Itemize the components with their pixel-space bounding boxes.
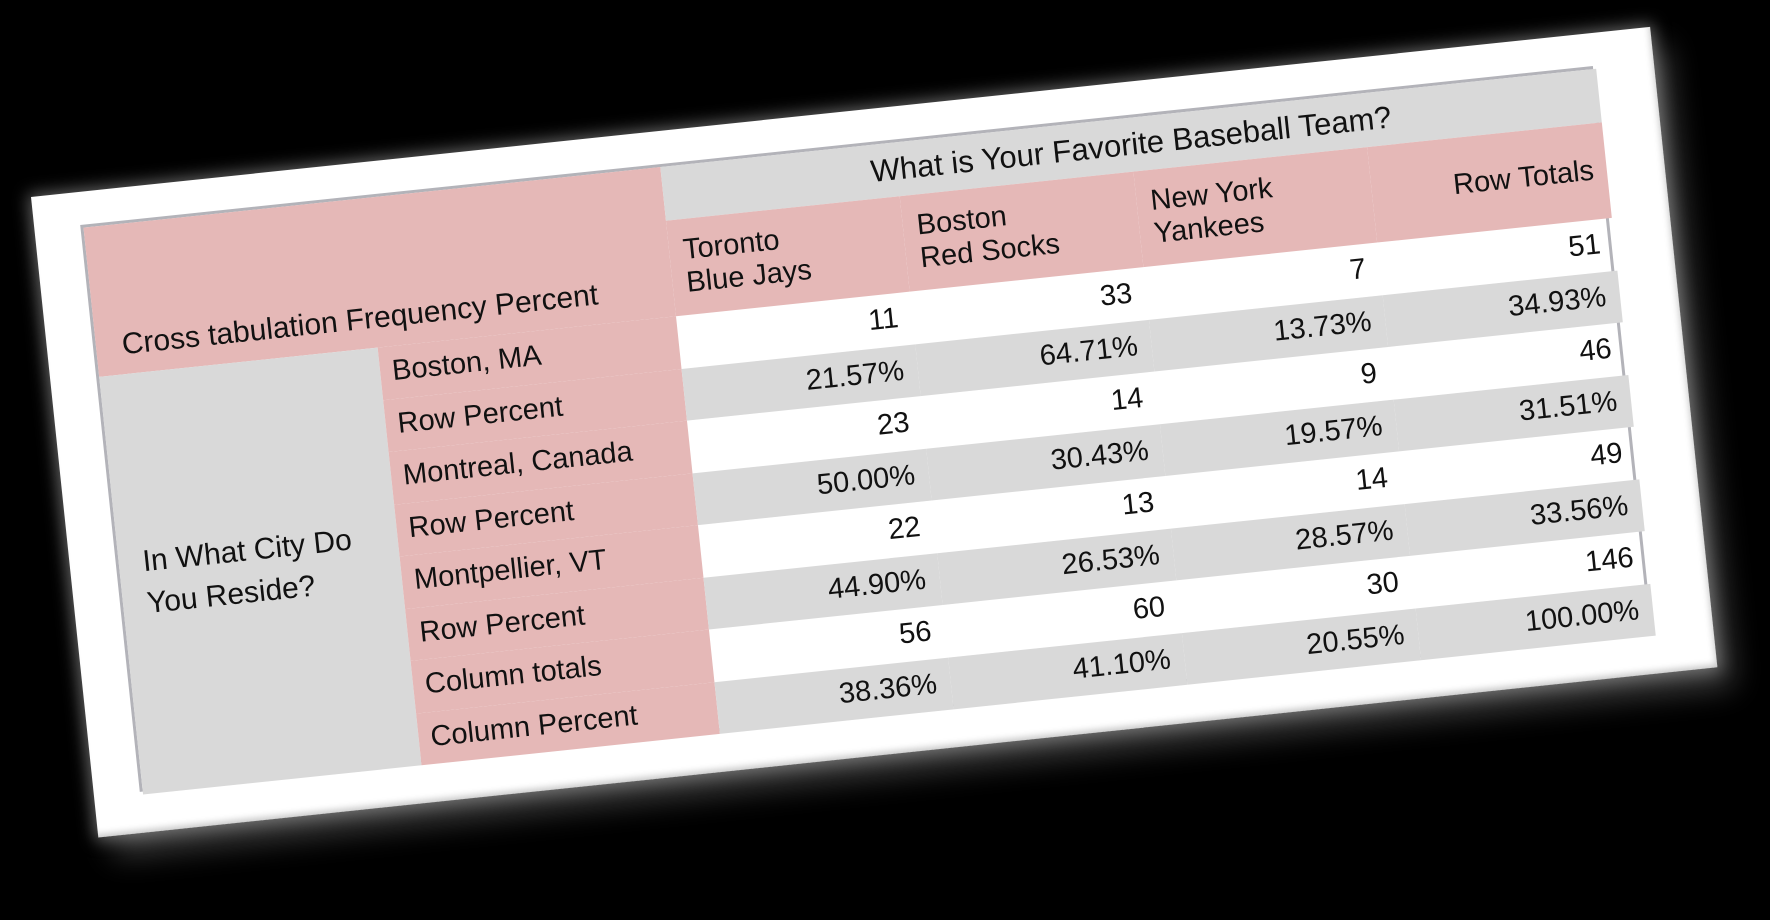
header-line: Row Totals — [1451, 154, 1596, 202]
crosstab-table: Cross tabulation Frequency Percent What … — [80, 66, 1656, 795]
slide-card: Cross tabulation Frequency Percent What … — [31, 26, 1718, 838]
city-question: In What City Do You Reside? — [99, 347, 422, 795]
